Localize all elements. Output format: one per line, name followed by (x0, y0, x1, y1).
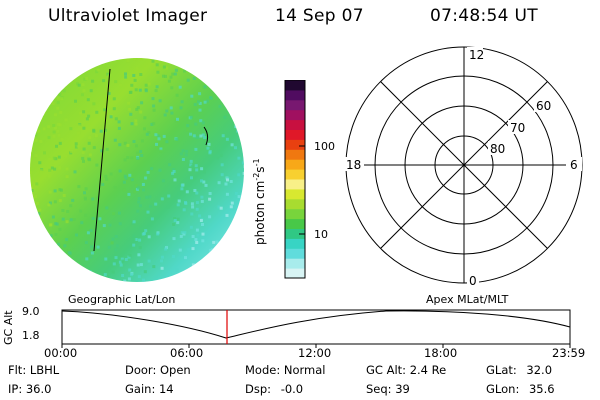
colorbar-band (285, 188, 305, 200)
terminator-line (93, 68, 111, 252)
mlt-label-6: 6 (570, 158, 578, 172)
timeline-left-title: Geographic Lat/Lon (68, 293, 176, 306)
colorbar-band (285, 139, 305, 150)
x-tick-0000: 00:00 (44, 346, 78, 360)
colorbar-band (285, 258, 305, 269)
timeline-y-low: 1.8 (22, 329, 40, 342)
colorbar-band (285, 89, 305, 101)
x-tick-0600: 06:00 (170, 346, 204, 360)
meridian-diag-2 (380, 81, 548, 249)
coast-outline (203, 126, 209, 146)
colorbar (284, 80, 306, 279)
status-glon: GLon: 35.6 (486, 382, 555, 396)
lat-label-80: 80 (490, 142, 505, 156)
x-tick-2359: 23:59 (552, 346, 586, 360)
status-dsp: Dsp: -0.0 (245, 382, 304, 396)
colorbar-band (285, 248, 305, 259)
status-door: Door: Open (125, 363, 191, 377)
date-label: 14 Sep 07 (275, 6, 364, 26)
status-ip: IP: 36.0 (8, 382, 52, 396)
colorbar-band (285, 149, 305, 160)
polar-grid: 12 18 6 0 60 70 80 (344, 46, 583, 288)
colorbar-band (285, 198, 305, 210)
timeline-axis-label: GC Alt (2, 310, 15, 345)
status-glat: GLat: 32.0 (486, 363, 553, 377)
timeline-y-high: 9.0 (22, 305, 40, 318)
colorbar-band (285, 208, 305, 220)
lat-label-70: 70 (510, 121, 525, 135)
status-flt: Flt: LBHL (8, 363, 60, 377)
colorbar-band (285, 119, 305, 130)
colorbar-band (285, 179, 305, 190)
mlt-label-18: 18 (346, 158, 361, 172)
colorbar-unit-label: photon cm-2s-1 (252, 158, 267, 245)
colorbar-band (285, 218, 305, 229)
altitude-timeline (61, 309, 571, 348)
status-gain: Gain: 14 (125, 382, 174, 396)
altitude-curve (61, 310, 571, 339)
time-label: 07:48:54 UT (430, 6, 538, 26)
status-mode: Mode: Normal (245, 363, 326, 377)
lat-label-60: 60 (536, 99, 551, 113)
colorbar-band (285, 169, 305, 180)
timeline-right-title: Apex MLat/MLT (426, 293, 509, 306)
uv-earth-image (30, 58, 244, 282)
x-tick-1800: 18:00 (424, 346, 458, 360)
colorbar-band (285, 109, 305, 121)
colorbar-tick-label-100: 100 (314, 140, 335, 153)
instrument-title: Ultraviolet Imager (48, 6, 208, 26)
colorbar-tick-label-10: 10 (314, 228, 328, 241)
mlt-label-12: 12 (469, 48, 484, 62)
colorbar-band (285, 159, 305, 170)
colorbar-band (285, 268, 305, 279)
x-tick-1200: 12:00 (298, 346, 332, 360)
status-gc-alt: GC Alt: 2.4 Re (366, 363, 447, 377)
status-seq: Seq: 39 (366, 382, 410, 396)
colorbar-band (285, 99, 305, 111)
colorbar-band (285, 129, 305, 140)
mlt-label-0: 0 (469, 274, 477, 288)
colorbar-band (285, 228, 305, 239)
colorbar-band (285, 238, 305, 249)
colorbar-band (285, 80, 305, 91)
